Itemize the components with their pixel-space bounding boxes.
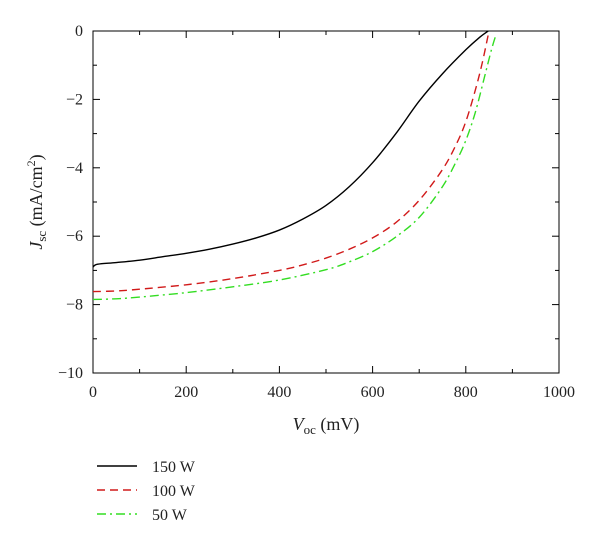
- x-tick-label: 800: [454, 384, 478, 401]
- x-tick-label: 200: [174, 384, 198, 401]
- series-line-2: [92, 34, 497, 301]
- x-tick-label: 400: [267, 384, 291, 401]
- y-tick-label: −2: [66, 91, 83, 108]
- y-tick-label: 0: [75, 23, 83, 40]
- x-tick-label: 1000: [543, 384, 575, 401]
- tick-labels: 0 200 400 600 800 1000 0 −2 −4 −6 −8 −10: [58, 23, 575, 401]
- plot-frame: [92, 30, 560, 374]
- series-line-0: [92, 30, 489, 268]
- y-axis-label: Jsc (mA/cm2): [24, 154, 49, 249]
- legend-label-0: 150 W: [152, 459, 196, 476]
- legend-label-2: 50 W: [152, 507, 188, 524]
- x-tick-label: 600: [361, 384, 385, 401]
- y-tick-label: −6: [66, 228, 83, 245]
- y-tick-label: −8: [66, 297, 83, 314]
- y-tick-label: −10: [58, 365, 83, 382]
- axis-ticks: [92, 30, 560, 374]
- y-tick-label: −4: [66, 160, 83, 177]
- series-lines: [92, 30, 497, 301]
- legend-label-1: 100 W: [152, 483, 196, 500]
- legend: 150 W 100 W 50 W: [97, 459, 196, 524]
- series-line-1: [92, 34, 489, 293]
- x-axis-label: Voc (mV): [293, 414, 360, 437]
- x-tick-label: 0: [89, 384, 97, 401]
